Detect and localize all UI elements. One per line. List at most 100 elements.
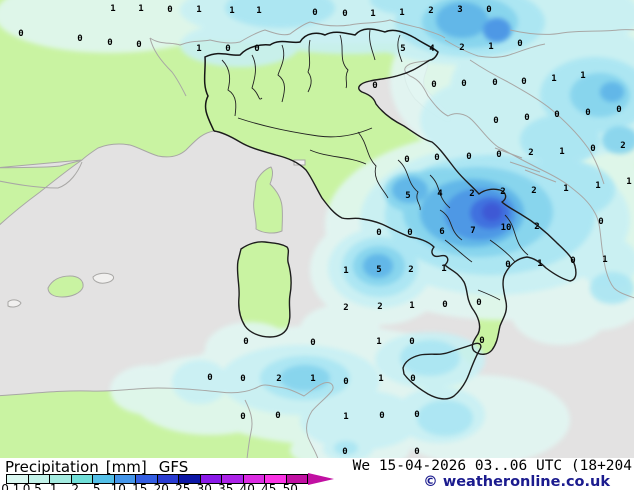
precip-value: 0 <box>521 77 526 87</box>
precip-value: 10 <box>501 223 512 233</box>
precip-value: 0 <box>407 228 412 238</box>
precip-value: 0 <box>243 337 248 347</box>
colorbar-cell <box>157 475 179 483</box>
precip-value: 1 <box>595 181 600 191</box>
colorbar-cell <box>265 475 287 483</box>
legend-model: GFS <box>158 458 189 476</box>
precip-value: 0 <box>343 377 348 387</box>
precip-value: 1 <box>441 264 446 274</box>
colorbar-label: 0.1 <box>1 482 21 490</box>
precip-value: 2 <box>534 222 539 232</box>
colorbar-label: 15 <box>132 482 148 490</box>
colorbar-label: 30 <box>196 482 212 490</box>
colorbar-labels: 0.1 0.5 1 2 5 10 15 20 25 30 35 40 45 50 <box>0 482 320 490</box>
legend-unit: [mm] <box>105 458 147 476</box>
precip-value: 1 <box>580 71 585 81</box>
precip-value: 0 <box>554 110 559 120</box>
precip-value: 1 <box>559 147 564 157</box>
colorbar-label: 1 <box>49 482 58 490</box>
colorbar-cell <box>136 475 158 483</box>
precip-value: 0 <box>372 81 377 91</box>
colorbar-cell <box>50 475 72 483</box>
precip-value: 2 <box>459 43 464 53</box>
precip-value: 5 <box>376 265 381 275</box>
precip-value: 0 <box>254 44 259 54</box>
precip-value: 1 <box>602 255 607 265</box>
precip-value: 3 <box>457 5 462 15</box>
colorbar-label: 35 <box>218 482 234 490</box>
precip-value: 0 <box>517 39 522 49</box>
precip-value: 0 <box>493 116 498 126</box>
island-mallorca <box>48 276 84 297</box>
precip-value: 0 <box>107 38 112 48</box>
precip-value: 4 <box>437 189 443 199</box>
precip-value: 0 <box>434 153 439 163</box>
precip-value: 0 <box>310 338 315 348</box>
colorbar-cell <box>114 475 136 483</box>
precip-value: 5 <box>400 44 405 54</box>
precip-value: 0 <box>409 337 414 347</box>
precip-value: 0 <box>136 40 141 50</box>
precip-value: 0 <box>505 260 510 270</box>
precip-value: 2 <box>276 374 281 384</box>
precip-value: 0 <box>466 152 471 162</box>
precip-value: 1 <box>138 4 143 14</box>
precip-value: 5 <box>405 191 410 201</box>
precip-value: 0 <box>207 373 212 383</box>
precip-value: 0 <box>376 228 381 238</box>
precip-value: 2 <box>528 148 533 158</box>
precip-value: 0 <box>77 34 82 44</box>
precip-value: 6 <box>439 227 444 237</box>
precip-value: 2 <box>377 302 382 312</box>
precip-value: 0 <box>486 5 491 15</box>
precip-value: 0 <box>312 8 317 18</box>
precip-value: 0 <box>167 5 172 15</box>
colorbar-label: 10 <box>110 482 126 490</box>
precip-value: 0 <box>275 411 280 421</box>
colorbar-label: 5 <box>92 482 101 490</box>
legend-bar: Precipitation [mm] GFS 0.1 0.5 1 2 5 10 15 20 25 30… <box>0 458 634 490</box>
precip-value: 0 <box>496 150 501 160</box>
precip-value: 1 <box>626 177 631 187</box>
precip-value: 0 <box>410 374 415 384</box>
precip-value: 1 <box>310 374 315 384</box>
colorbar-cell <box>7 475 29 483</box>
precip-value: 1 <box>110 4 115 14</box>
colorbar-label: 0.5 <box>22 482 42 490</box>
island-ibiza <box>7 299 22 308</box>
precip-value: 1 <box>488 42 493 52</box>
precip-value: 2 <box>408 265 413 275</box>
copyright-link[interactable]: © weatheronline.co.uk <box>423 474 610 490</box>
precip-value: 0 <box>431 80 436 90</box>
colorbar-label: 20 <box>153 482 169 490</box>
colorbar-label: 25 <box>175 482 191 490</box>
precip-value: 7 <box>470 226 475 236</box>
precip-value: 4 <box>429 44 435 54</box>
precip-value: 0 <box>590 144 595 154</box>
precip-value: 1 <box>399 8 404 18</box>
precip-value: 1 <box>376 337 381 347</box>
precipitation-layer <box>0 0 634 458</box>
precip-value: 0 <box>570 256 575 266</box>
precip-value: 0 <box>616 105 621 115</box>
precip-value: 1 <box>343 412 348 422</box>
precip-value: 0 <box>18 29 23 39</box>
precip-value: 2 <box>343 303 348 313</box>
precip-value: 2 <box>620 141 625 151</box>
colorbar-label: 40 <box>239 482 255 490</box>
values-layer: 1 1 0 1 1 1 0 0 1 1 2 3 00 0 0 0 1 0 0 5 4 2 1 00 0 0 0 0 1 100 0 0 00 0 0… <box>18 4 631 457</box>
precip-value: 1 <box>343 266 348 276</box>
colorbar-cell <box>93 475 115 483</box>
precip-value: 1 <box>196 5 201 15</box>
colorbar-cell <box>200 475 222 483</box>
map-datetime: We 15-04-2026 03..06 UTC (18+204 <box>352 458 632 474</box>
precip-colorbar <box>6 474 308 484</box>
precip-value: 2 <box>428 6 433 16</box>
precip-value: 1 <box>378 374 383 384</box>
precip-value: 2 <box>531 186 536 196</box>
precip-value: 0 <box>492 78 497 88</box>
border-layer <box>0 0 634 458</box>
precip-value: 0 <box>240 412 245 422</box>
precip-value: 0 <box>414 447 419 457</box>
